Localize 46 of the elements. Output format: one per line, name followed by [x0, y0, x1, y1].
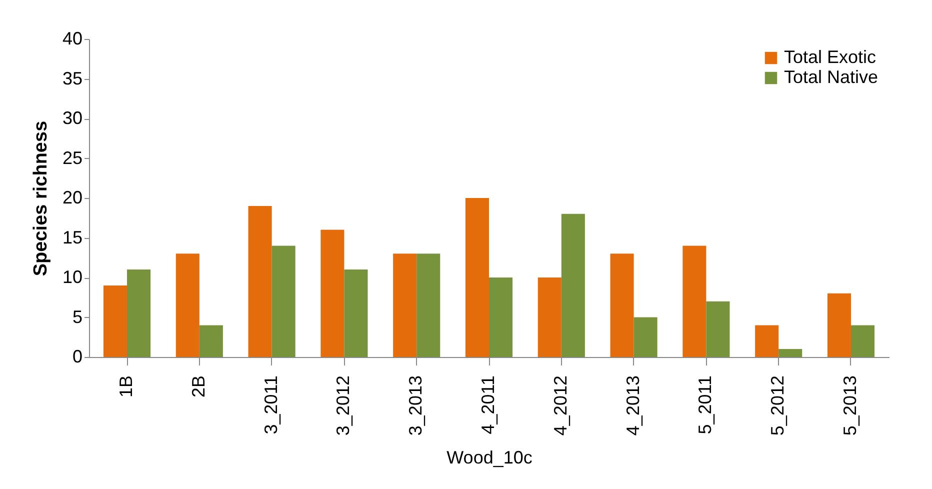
- bar: [634, 317, 658, 357]
- x-tick-label: 5_2013: [840, 376, 860, 436]
- x-tick-label: 3_2012: [333, 376, 354, 436]
- bar: [103, 285, 128, 357]
- bar: [393, 254, 417, 357]
- y-tick-label: 10: [62, 267, 82, 287]
- bar: [199, 325, 223, 357]
- bar: [682, 246, 706, 357]
- bar: [416, 254, 440, 357]
- bar: [248, 206, 272, 357]
- x-tick-label: 4_2013: [622, 376, 643, 436]
- bar: [176, 254, 200, 357]
- legend-label: Total Native: [784, 67, 878, 87]
- y-tick-label: 40: [62, 28, 82, 48]
- x-tick-label: 5_2011: [695, 376, 716, 434]
- y-axis-title: Species richness: [30, 120, 52, 276]
- bar: [320, 230, 344, 357]
- bar: [778, 349, 802, 357]
- bar: [127, 270, 151, 357]
- y-tick-label: 0: [72, 346, 82, 366]
- x-tick-label: 3_2011: [260, 376, 281, 434]
- bar: [610, 254, 634, 357]
- y-tick-label: 5: [72, 306, 82, 327]
- x-tick-label: 3_2013: [406, 376, 426, 436]
- x-tick-label: 5_2012: [768, 376, 788, 436]
- x-axis-title: Wood_10c: [446, 448, 532, 468]
- x-tick-label: 4_2011: [478, 376, 498, 434]
- x-tick-label: 1B: [116, 376, 136, 398]
- y-tick-label: 20: [62, 188, 82, 208]
- bar: [489, 278, 513, 357]
- bar: [561, 214, 585, 357]
- bar: [850, 325, 875, 357]
- x-tick-label: 2B: [188, 376, 208, 398]
- x-tick-label: 4_2012: [550, 376, 570, 436]
- bar: [344, 270, 368, 357]
- bar: [272, 246, 296, 357]
- y-tick-label: 25: [62, 148, 82, 168]
- bar: [827, 293, 851, 357]
- y-tick-label: 35: [62, 68, 82, 88]
- bar: [706, 301, 730, 357]
- legend-label: Total Exotic: [784, 47, 876, 67]
- y-tick-label: 30: [62, 108, 82, 128]
- bar: [538, 278, 562, 357]
- y-tick-label: 15: [62, 227, 82, 248]
- bar: [755, 325, 779, 357]
- bar: [465, 198, 489, 357]
